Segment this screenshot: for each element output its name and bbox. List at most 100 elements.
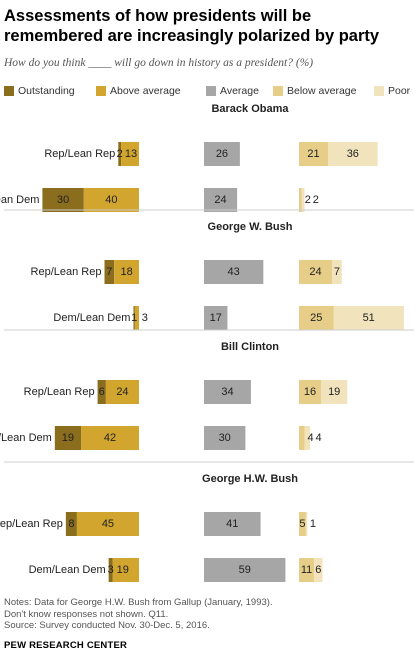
note-line-1: Notes: Data for George H.W. Bush from Ga… [4, 597, 273, 608]
legend-swatch-below-average [273, 86, 283, 96]
bar-below-average-george-h-w-bush-dem-lean-dem [299, 558, 315, 582]
note-line-2: Don't know responses not shown. Q11. [4, 608, 169, 620]
bar-poor-bill-clinton-dem-lean-dem [304, 426, 311, 450]
bar-average-george-w-bush-dem-lean-dem [204, 306, 228, 330]
bar-poor-george-w-bush-dem-lean-dem [333, 306, 404, 330]
value-poor-barack-obama-dem-lean-dem: 2 [313, 194, 319, 206]
bar-average-barack-obama-rep-lean-rep [204, 142, 240, 166]
value-poor-george-w-bush-rep-lean-rep: 7 [334, 266, 340, 278]
value-below-average-barack-obama-dem-lean-dem: 2 [305, 194, 311, 206]
row-label-george-h-w-bush-rep-lean-rep: Rep/Lean Rep [0, 518, 63, 530]
bar-average-george-w-bush-rep-lean-rep [204, 260, 264, 284]
legend-swatch-average [206, 86, 216, 96]
bar-average-george-h-w-bush-rep-lean-rep [204, 512, 261, 536]
value-average-george-h-w-bush-dem-lean-dem: 59 [239, 564, 251, 576]
chart-subtitle: How do you think ____ will go down in hi… [4, 57, 314, 69]
value-average-george-w-bush-dem-lean-dem: 17 [210, 312, 222, 324]
value-outstanding-barack-obama-dem-lean-dem: 30 [57, 194, 69, 206]
value-below-average-bill-clinton-rep-lean-rep: 16 [304, 386, 316, 398]
legend-swatch-above-average [96, 86, 106, 96]
bar-outstanding-bill-clinton-dem-lean-dem [54, 426, 82, 450]
row-label-bill-clinton-rep-lean-rep: Rep/Lean Rep [24, 386, 95, 398]
value-above-average-bill-clinton-dem-lean-dem: 42 [104, 432, 116, 444]
legend-label-above-average: Above average [110, 85, 181, 97]
legend: Outstanding Above average Average Below … [4, 84, 418, 98]
bar-above-average-barack-obama-dem-lean-dem [83, 188, 139, 212]
value-poor-george-h-w-bush-rep-lean-rep: 1 [310, 518, 316, 530]
value-above-average-barack-obama-dem-lean-dem: 40 [105, 194, 117, 206]
value-poor-barack-obama-rep-lean-rep: 36 [347, 148, 359, 160]
bar-outstanding-bill-clinton-rep-lean-rep [97, 380, 106, 404]
bar-average-bill-clinton-rep-lean-rep [204, 380, 251, 404]
bar-above-average-george-h-w-bush-dem-lean-dem [112, 558, 139, 582]
bar-poor-barack-obama-rep-lean-rep [327, 142, 378, 166]
bar-above-average-bill-clinton-dem-lean-dem [81, 426, 139, 450]
value-above-average-barack-obama-rep-lean-rep: 13 [125, 148, 137, 160]
value-outstanding-bill-clinton-dem-lean-dem: 19 [62, 432, 74, 444]
value-average-barack-obama-dem-lean-dem: 24 [214, 194, 226, 206]
value-above-average-george-w-bush-dem-lean-dem: 3 [142, 312, 148, 324]
value-below-average-george-h-w-bush-dem-lean-dem: 11 [301, 564, 312, 576]
bar-below-average-barack-obama-rep-lean-rep [299, 142, 328, 166]
bar-below-average-bill-clinton-rep-lean-rep [299, 380, 322, 404]
value-below-average-barack-obama-rep-lean-rep: 21 [307, 148, 319, 160]
bar-above-average-barack-obama-rep-lean-rep [121, 142, 139, 166]
value-above-average-bill-clinton-rep-lean-rep: 24 [116, 386, 128, 398]
value-above-average-george-w-bush-rep-lean-rep: 18 [120, 266, 132, 278]
value-poor-bill-clinton-dem-lean-dem: 4 [316, 432, 322, 444]
bar-outstanding-barack-obama-dem-lean-dem [42, 188, 84, 212]
legend-label-outstanding: Outstanding [18, 85, 75, 97]
bar-poor-george-h-w-bush-rep-lean-rep [305, 512, 308, 536]
bar-average-barack-obama-dem-lean-dem [204, 188, 238, 212]
legend-label-poor: Poor [388, 85, 411, 97]
bar-above-average-george-w-bush-rep-lean-rep [114, 260, 139, 284]
bar-poor-george-h-w-bush-dem-lean-dem [314, 558, 323, 582]
value-outstanding-george-w-bush-dem-lean-dem: 1 [131, 312, 137, 324]
value-poor-george-w-bush-dem-lean-dem: 51 [363, 312, 375, 324]
value-above-average-george-h-w-bush-dem-lean-dem: 19 [117, 564, 129, 576]
legend-swatch-outstanding [4, 86, 14, 96]
value-average-bill-clinton-rep-lean-rep: 34 [221, 386, 233, 398]
value-below-average-george-w-bush-rep-lean-rep: 24 [309, 266, 321, 278]
bar-above-average-bill-clinton-rep-lean-rep [105, 380, 139, 404]
group-title-george-w-bush: George W. Bush [208, 221, 293, 233]
row-label-george-h-w-bush-dem-lean-dem: Dem/Lean Dem [29, 564, 106, 576]
value-average-bill-clinton-dem-lean-dem: 30 [219, 432, 231, 444]
value-below-average-george-h-w-bush-rep-lean-rep: 5 [299, 518, 305, 530]
bar-poor-barack-obama-dem-lean-dem [301, 188, 305, 212]
bar-outstanding-george-w-bush-rep-lean-rep [104, 260, 115, 284]
bar-above-average-george-w-bush-dem-lean-dem [134, 306, 139, 330]
value-outstanding-george-w-bush-rep-lean-rep: 7 [106, 266, 112, 278]
chart-title: Assessments of how presidents will be re… [4, 7, 380, 45]
value-below-average-bill-clinton-dem-lean-dem: 4 [308, 432, 314, 444]
value-below-average-george-w-bush-dem-lean-dem: 25 [310, 312, 322, 324]
bar-poor-george-w-bush-rep-lean-rep [332, 260, 342, 284]
value-average-barack-obama-rep-lean-rep: 26 [216, 148, 228, 160]
value-above-average-george-h-w-bush-rep-lean-rep: 45 [102, 518, 114, 530]
bar-below-average-george-w-bush-dem-lean-dem [299, 306, 334, 330]
row-label-bill-clinton-dem-lean-dem: Dem/Lean Dem [0, 432, 52, 444]
bar-below-average-george-h-w-bush-rep-lean-rep [299, 512, 306, 536]
bar-outstanding-george-w-bush-dem-lean-dem [133, 306, 135, 330]
source-org: PEW RESEARCH CENTER [4, 640, 128, 651]
bar-outstanding-george-h-w-bush-dem-lean-dem [108, 558, 113, 582]
bar-below-average-george-w-bush-rep-lean-rep [299, 260, 333, 284]
bar-average-george-h-w-bush-dem-lean-dem [204, 558, 286, 582]
bar-below-average-bill-clinton-dem-lean-dem [299, 426, 305, 450]
value-average-george-w-bush-rep-lean-rep: 43 [228, 266, 240, 278]
row-label-barack-obama-dem-lean-dem: Dem/Lean Dem [0, 194, 39, 206]
value-outstanding-bill-clinton-rep-lean-rep: 6 [99, 386, 105, 398]
value-outstanding-barack-obama-rep-lean-rep: 2 [117, 148, 123, 160]
legend-label-below-average: Below average [287, 85, 357, 97]
bar-outstanding-george-h-w-bush-rep-lean-rep [65, 512, 77, 536]
bar-outstanding-barack-obama-rep-lean-rep [118, 142, 122, 166]
source-line: Source: Survey conducted Nov. 30-Dec. 5,… [4, 620, 210, 631]
row-label-george-w-bush-rep-lean-rep: Rep/Lean Rep [31, 266, 102, 278]
value-outstanding-george-h-w-bush-dem-lean-dem: 3 [108, 564, 114, 576]
bar-average-bill-clinton-dem-lean-dem [204, 426, 246, 450]
group-title-barack-obama: Barack Obama [211, 103, 289, 115]
value-outstanding-george-h-w-bush-rep-lean-rep: 8 [68, 518, 74, 530]
chart-notes: Notes: Data for George H.W. Bush from Ga… [4, 597, 273, 632]
legend-swatch-poor [374, 86, 384, 96]
